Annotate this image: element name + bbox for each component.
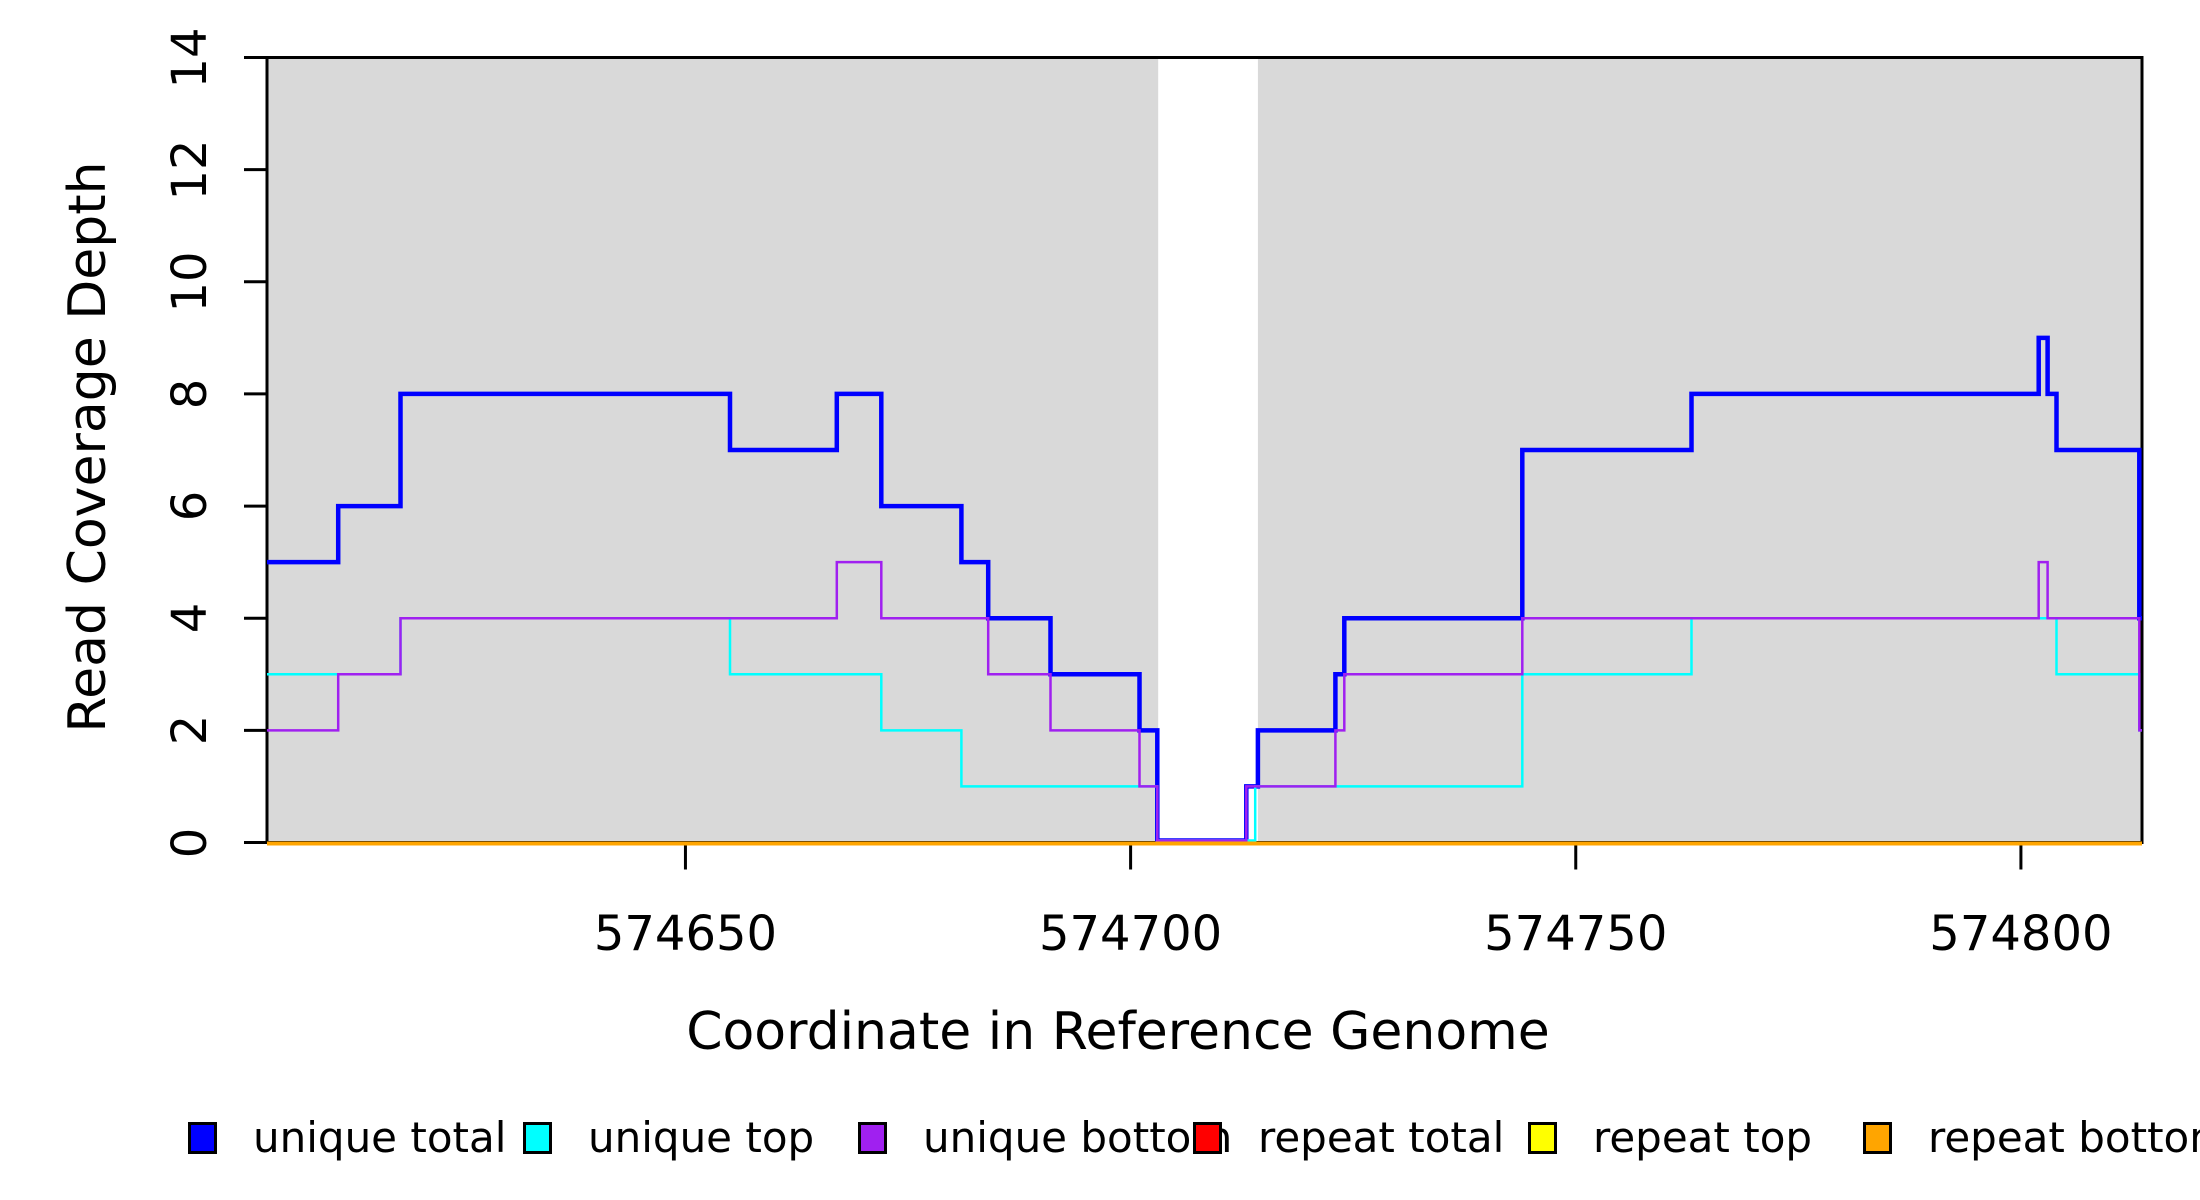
x-tick-label: 574700 [1038, 906, 1223, 962]
series-unique-bottom-line [267, 560, 2142, 842]
legend-label: unique bottom [923, 1113, 1233, 1162]
legend-label: unique total [253, 1113, 507, 1162]
x-tick-label: 574650 [593, 906, 778, 962]
shaded-region [267, 57, 1159, 843]
legend-item-repeat-top: repeat top [1528, 1113, 1813, 1162]
shaded-region [1257, 57, 2142, 843]
legend-swatch-unique-bottom [858, 1122, 887, 1154]
legend-swatch-repeat-bottom [1863, 1122, 1892, 1154]
legend-label: repeat total [1258, 1113, 1505, 1162]
x-tick-label: 574800 [1929, 906, 2113, 962]
legend-swatch-unique-top [523, 1122, 552, 1154]
legend-item-repeat-total: repeat total [1193, 1113, 1505, 1162]
legend-label: repeat top [1593, 1113, 1813, 1162]
legend-item-repeat-bottom: repeat bottom [1863, 1113, 2200, 1162]
legend-swatch-unique-total [188, 1122, 217, 1154]
legend-label: unique top [588, 1113, 815, 1162]
x-axis-label: Coordinate in Reference Genome [686, 1002, 1550, 1062]
legend-item-unique-top: unique top [523, 1113, 815, 1162]
legend-swatch-repeat-top [1528, 1122, 1557, 1154]
legend-item-unique-bottom: unique bottom [858, 1113, 1233, 1162]
legend-swatch-repeat-total [1193, 1122, 1222, 1154]
legend-label: repeat bottom [1928, 1113, 2200, 1162]
legend-item-unique-total: unique total [188, 1113, 507, 1162]
x-tick-label: 574750 [1484, 906, 1668, 962]
